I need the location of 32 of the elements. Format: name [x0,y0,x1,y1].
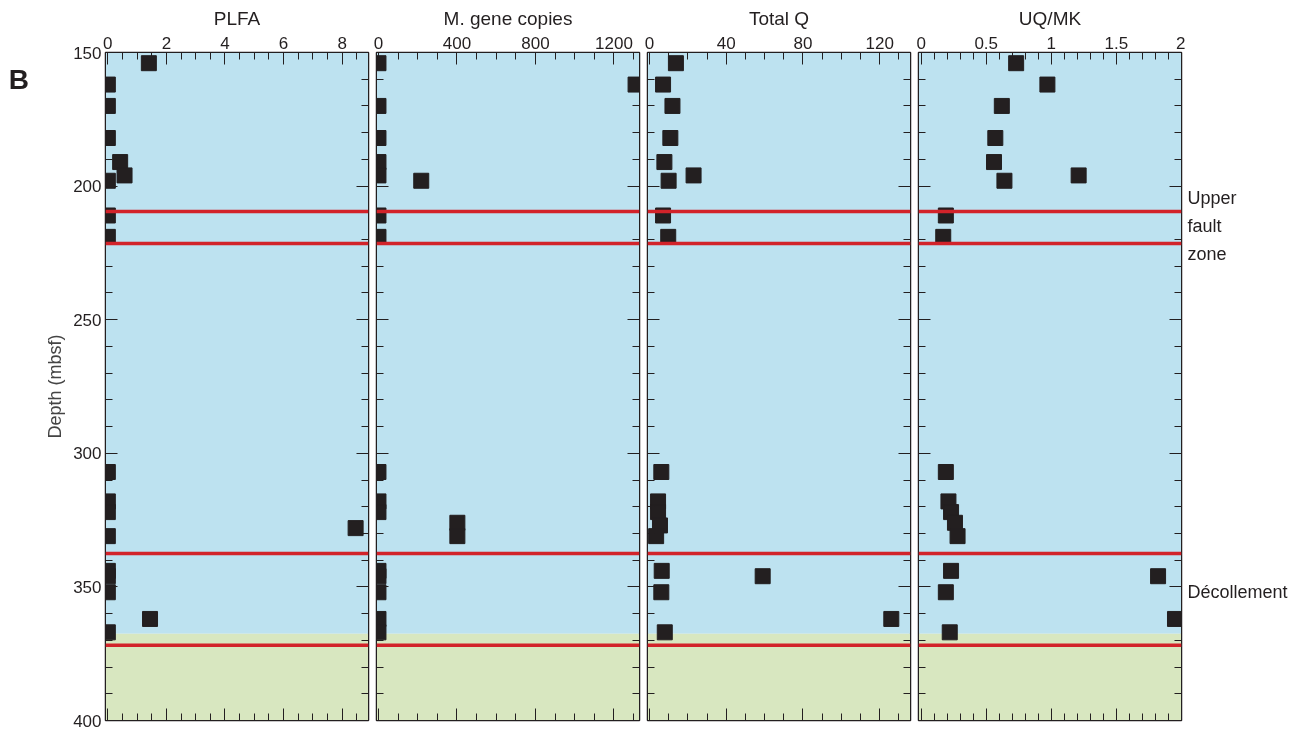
chart-title: M. gene copies [443,7,573,29]
x-tick-label: 4 [220,33,230,53]
text: B [8,63,29,95]
x-tick-label: 8 [337,33,347,53]
annotation: Décollement [1187,582,1288,603]
annotation: Upper fault zone [1187,188,1237,265]
y-tick-label: 350 [73,577,102,597]
x-tick-label: 2 [161,33,172,53]
y-tick-label: 150 [73,43,102,63]
x-tick-label: 0.5 [974,33,999,53]
x-tick-label: 2 [1176,33,1186,53]
x-tick-label: 0 [103,33,113,53]
x-tick-label: 800 [521,33,550,53]
y-axis-title: Depth (mbsf) [45,334,66,439]
y-tick-label: 400 [73,711,102,731]
x-tick-label: 0 [373,33,384,53]
chart-title: UQ/MK [1018,7,1082,29]
x-tick-label: 6 [278,33,289,53]
y-tick-label: 200 [73,177,102,197]
x-tick-label: 80 [793,33,813,53]
x-tick-label: 1.5 [1104,33,1129,53]
x-tick-label: 120 [865,33,894,53]
x-tick-label: 1200 [595,33,633,53]
y-tick-label: 300 [73,444,102,464]
chart-title: Total Q [748,7,810,29]
x-tick-label: 400 [442,33,472,53]
x-tick-label: 0 [644,33,655,53]
y-tick-label: 250 [73,310,102,330]
x-tick-label: 0 [916,33,926,53]
x-tick-label: 1 [1046,33,1057,53]
chart-title: PLFA [213,7,261,29]
x-tick-label: 40 [716,33,736,53]
